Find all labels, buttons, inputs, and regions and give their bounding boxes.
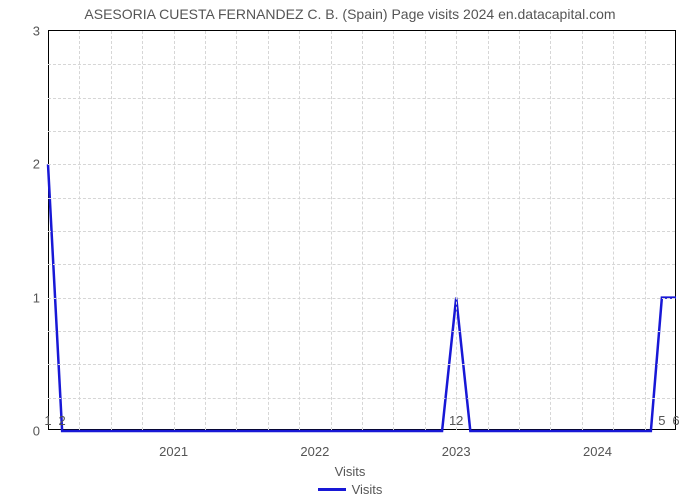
- grid-line-h: [48, 331, 675, 332]
- legend: Visits: [0, 482, 700, 497]
- grid-line-h: [48, 298, 675, 299]
- grid-line-h: [48, 231, 675, 232]
- x-axis-title: Visits: [0, 464, 700, 479]
- grid-line-h: [48, 264, 675, 265]
- x-major-label: 2023: [442, 444, 471, 459]
- grid-line-h: [48, 98, 675, 99]
- grid-line-h: [48, 198, 675, 199]
- grid-line-h: [48, 64, 675, 65]
- grid-line-h: [48, 364, 675, 365]
- legend-label: Visits: [352, 482, 383, 497]
- x-tick-label-top: 1: [44, 413, 51, 428]
- y-tick-label: 2: [33, 157, 48, 172]
- x-major-label: 2021: [159, 444, 188, 459]
- legend-swatch: [318, 488, 346, 491]
- grid-line-h: [48, 131, 675, 132]
- x-tick-label-top: 2: [59, 413, 66, 428]
- x-major-label: 2022: [300, 444, 329, 459]
- visits-chart: ASESORIA CUESTA FERNANDEZ C. B. (Spain) …: [0, 0, 700, 500]
- plot-area: 0123121256: [48, 30, 676, 430]
- y-tick-label: 3: [33, 24, 48, 39]
- chart-title: ASESORIA CUESTA FERNANDEZ C. B. (Spain) …: [0, 6, 700, 22]
- grid-line-h: [48, 398, 675, 399]
- grid-line-h: [48, 164, 675, 165]
- x-tick-label-top: 12: [449, 413, 463, 428]
- y-tick-label: 1: [33, 290, 48, 305]
- x-tick-label-top: 5: [658, 413, 665, 428]
- x-tick-label-top: 6: [672, 413, 679, 428]
- x-major-label: 2024: [583, 444, 612, 459]
